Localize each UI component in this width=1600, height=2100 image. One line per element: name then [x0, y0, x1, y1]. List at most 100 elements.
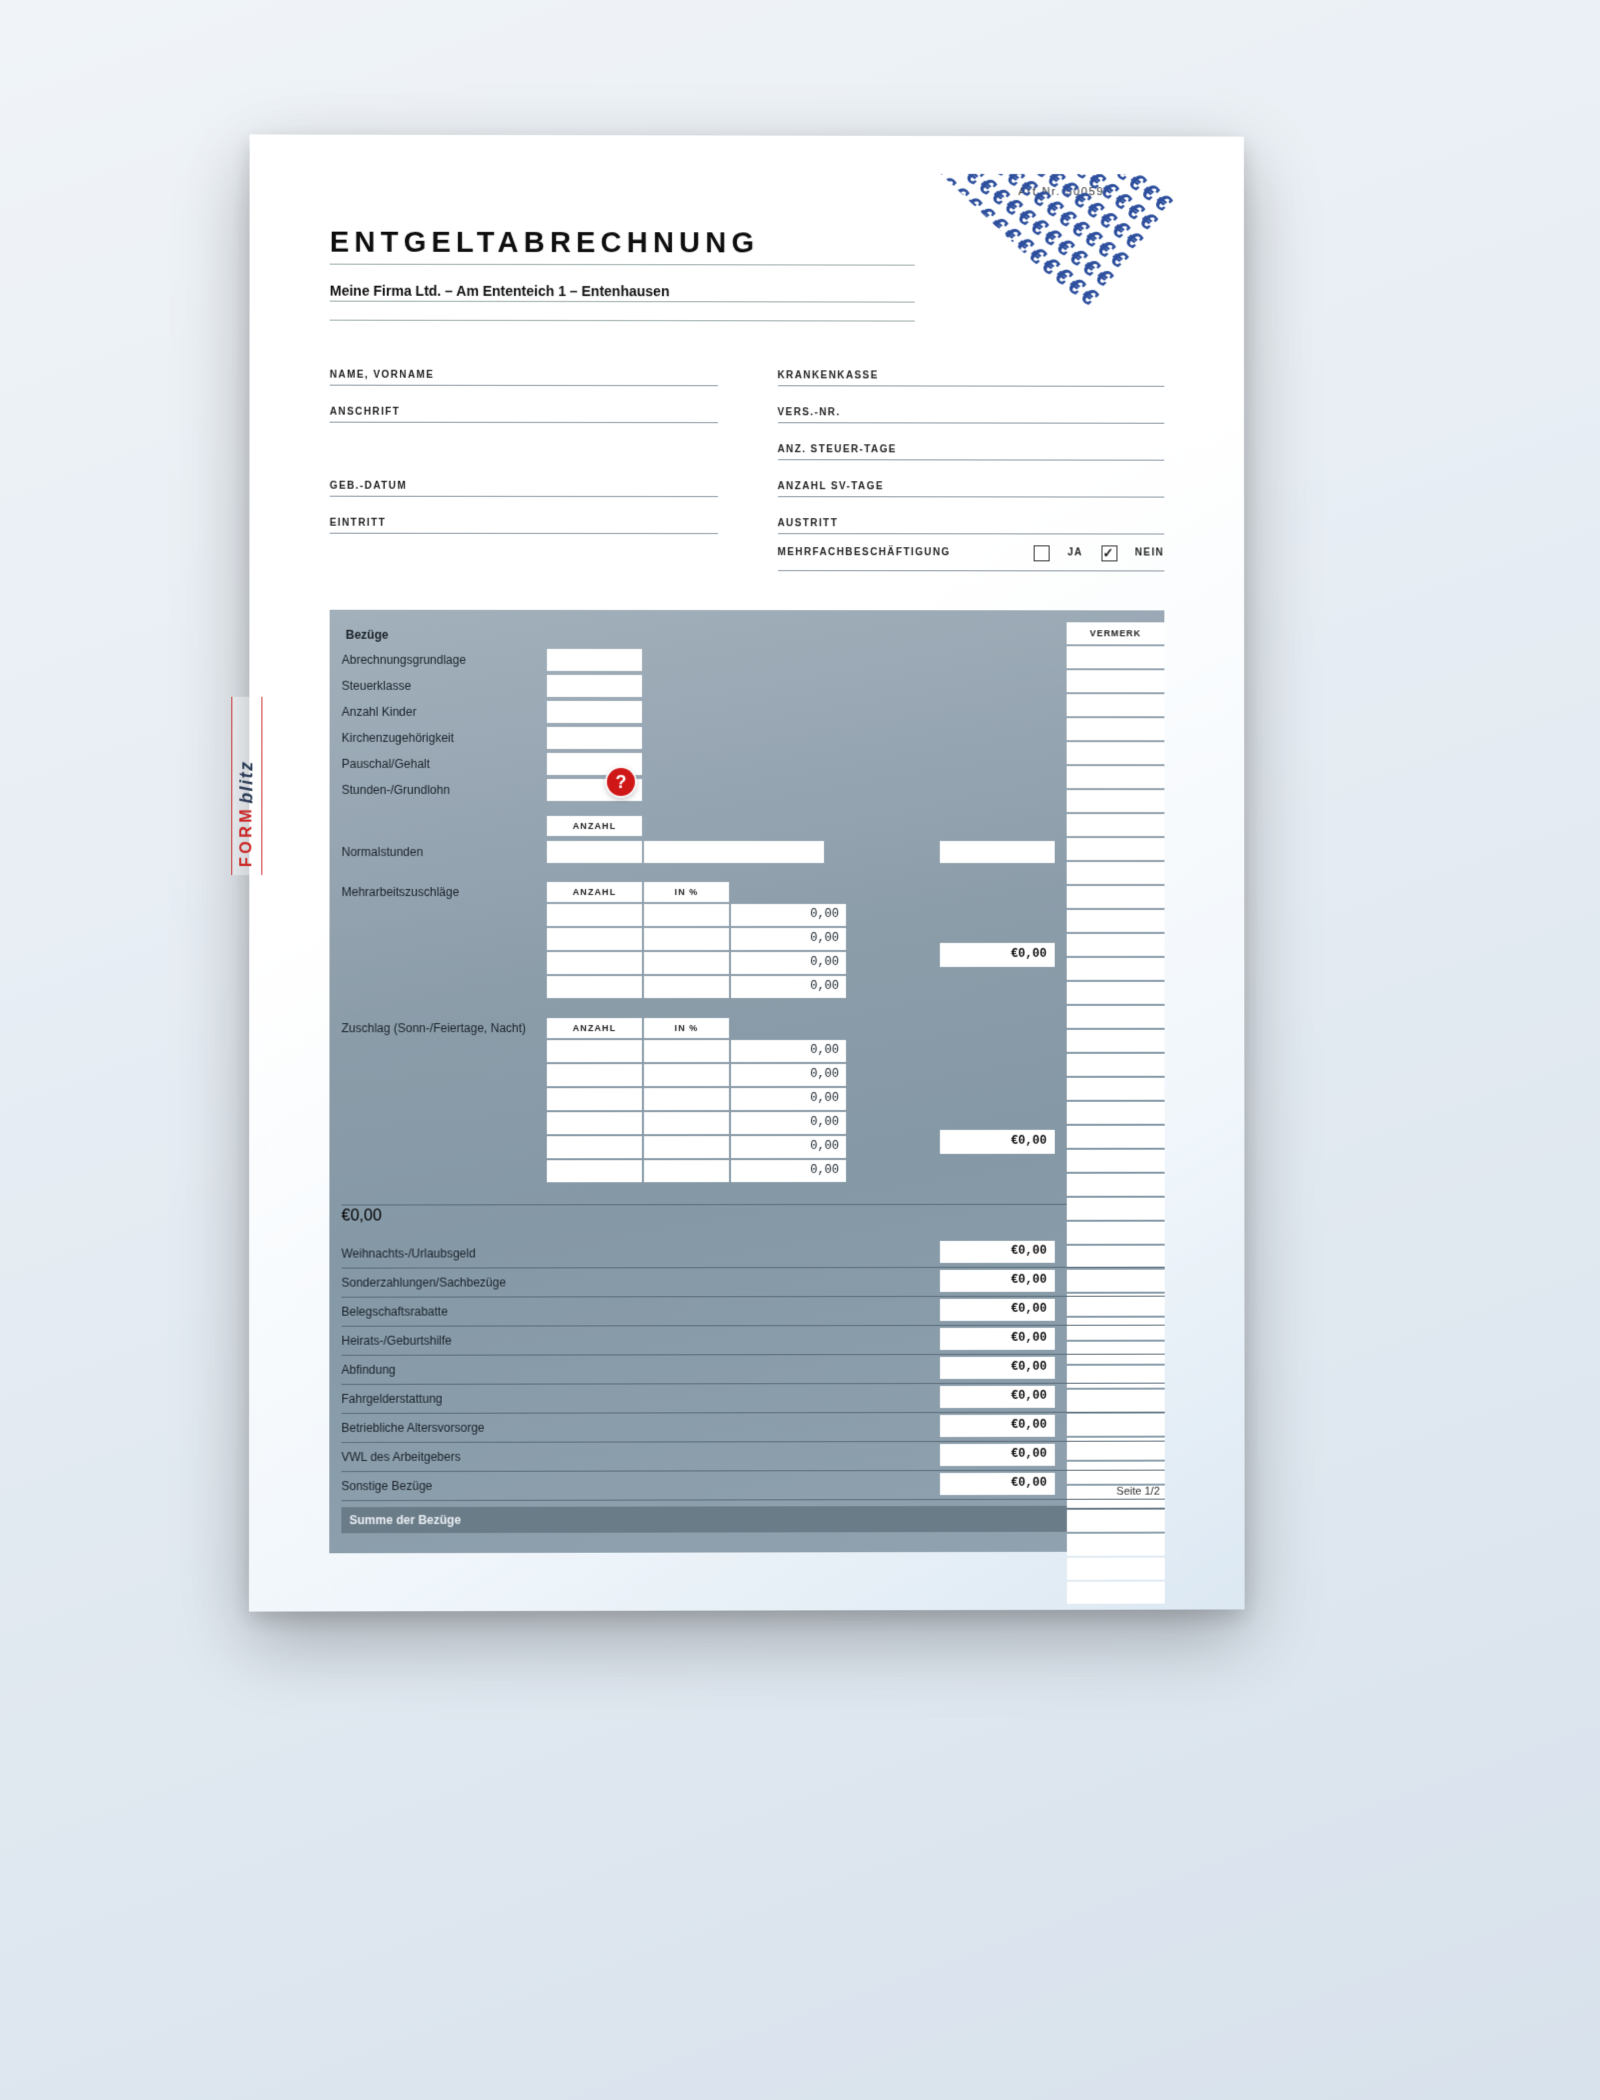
mehr-anzahl[interactable] [547, 952, 642, 974]
input-normal-wide[interactable] [644, 841, 824, 863]
vermerk-cell[interactable] [1067, 1078, 1165, 1100]
vermerk-cell[interactable] [1067, 1510, 1165, 1532]
vermerk-cell[interactable] [1067, 1150, 1165, 1172]
label-austritt: Austritt [777, 518, 838, 529]
base-row-label: Pauschal/Gehalt [342, 757, 547, 771]
zuschlag-val: 0,00 [731, 1040, 846, 1062]
sum-label: Summe der Bezüge [349, 1513, 461, 1527]
help-badge-icon[interactable]: ? [607, 768, 635, 796]
zuschlag-anzahl[interactable] [547, 1064, 642, 1086]
document-title: ENTGELTABRECHNUNG [330, 227, 1164, 261]
page-stage: Art.Nr. 50059 € € € € € € € € € € € € € … [0, 0, 1600, 2100]
base-row-input[interactable] [547, 675, 642, 697]
field-svtage[interactable]: Anzahl SV-Tage [777, 464, 1164, 497]
zuschlag-pct[interactable] [644, 1112, 729, 1134]
vermerk-cell[interactable] [1067, 742, 1165, 764]
checkbox-ja[interactable] [1034, 545, 1050, 561]
zuschlag-anzahl[interactable] [547, 1136, 642, 1158]
vermerk-cell[interactable] [1067, 1582, 1165, 1604]
vermerk-cell[interactable] [1067, 1534, 1165, 1556]
svg-text:€ € € € € € € € € € € € €: € € € € € € € € € € € € € [981, 174, 1161, 234]
addl-row-label: Heirats-/Geburtshilfe [341, 1333, 602, 1347]
zuschlag-pct[interactable] [644, 1040, 729, 1062]
vermerk-cell[interactable] [1067, 1174, 1165, 1196]
vermerk-cell[interactable] [1067, 646, 1165, 668]
input-normal-amt[interactable] [940, 841, 1055, 863]
field-versnr[interactable]: Vers.-Nr. [777, 390, 1164, 423]
vermerk-cell[interactable] [1067, 886, 1165, 908]
field-steuertage[interactable]: Anz. Steuer-Tage [777, 427, 1164, 460]
base-row-input[interactable] [547, 701, 642, 723]
field-gebdatum[interactable]: Geb.-Datum [330, 464, 718, 497]
mehr-anzahl[interactable] [547, 928, 642, 950]
vermerk-cell[interactable] [1067, 670, 1165, 692]
additional-rows: Weihnachts-/Urlaubsgeld €0,00 Sonderzahl… [341, 1241, 1164, 1501]
zuschlag-pct[interactable] [644, 1088, 729, 1110]
addl-row-amount: €0,00 [940, 1357, 1055, 1379]
document-sheet: Art.Nr. 50059 € € € € € € € € € € € € € … [249, 134, 1245, 1611]
addl-row-label: VWL des Arbeitgebers [341, 1450, 602, 1464]
blank-rule [330, 320, 915, 322]
vermerk-cell[interactable] [1067, 766, 1165, 788]
field-austritt[interactable]: Austritt [777, 501, 1164, 534]
vermerk-cell[interactable] [1067, 718, 1165, 740]
info-block: Name, Vorname Anschrift Geb.-Datum Eintr… [330, 353, 1165, 572]
vermerk-cell[interactable] [1067, 958, 1165, 980]
label-nein: Nein [1135, 547, 1164, 558]
zuschlag-anzahl[interactable] [547, 1088, 642, 1110]
field-spacer [330, 427, 718, 460]
label-mehrfach: Mehrfachbeschäftigung [777, 547, 950, 558]
vermerk-cell[interactable] [1067, 1126, 1165, 1148]
vermerk-cell[interactable] [1067, 694, 1165, 716]
base-row: Abrechnungsgrundlage [342, 648, 1165, 672]
info-right: Krankenkasse Vers.-Nr. Anz. Steuer-Tage … [777, 353, 1164, 571]
vermerk-cell[interactable] [1067, 1030, 1165, 1052]
header: ENTGELTABRECHNUNG Meine Firma Ltd. – Am … [330, 227, 1165, 322]
base-row-input[interactable] [547, 727, 642, 749]
vermerk-cell[interactable] [1067, 1102, 1165, 1124]
base-row-input[interactable] [547, 649, 642, 671]
mehr-pct[interactable] [644, 952, 729, 974]
company-line: Meine Firma Ltd. – Am Ententeich 1 – Ent… [330, 283, 1164, 300]
vermerk-cell[interactable] [1067, 790, 1165, 812]
vermerk-cell[interactable] [1067, 1558, 1165, 1580]
label-normalstunden: Normalstunden [342, 845, 547, 859]
mehr-pct[interactable] [644, 904, 729, 926]
zuschlag-anzahl[interactable] [547, 1112, 642, 1134]
addl-row-amount: €0,00 [940, 1444, 1055, 1466]
field-kk[interactable]: Krankenkasse [777, 353, 1164, 387]
checkbox-nein[interactable]: ✓ [1101, 545, 1117, 561]
vermerk-cell[interactable] [1067, 910, 1165, 932]
zuschlag-anzahl[interactable] [547, 1160, 642, 1182]
vermerk-cell[interactable] [1067, 838, 1165, 860]
formblitz-a: FORM [238, 806, 256, 867]
vermerk-cell[interactable] [1067, 862, 1165, 884]
mehr-pct[interactable] [644, 976, 729, 998]
mehr-anzahl[interactable] [547, 976, 642, 998]
mehrarbeit-grid: Mehrarbeitszuschläge Anzahl in % 0,00 0,… [341, 882, 1164, 998]
zuschlag-anzahl[interactable] [547, 1040, 642, 1062]
field-anschrift[interactable]: Anschrift [330, 390, 718, 424]
mehr-pct[interactable] [644, 928, 729, 950]
vermerk-cell[interactable] [1067, 1054, 1165, 1076]
mehrarbeit-total: €0,00 [940, 943, 1055, 967]
vermerk-cell[interactable] [1067, 814, 1165, 836]
zuschlag-pct[interactable] [644, 1064, 729, 1086]
sum-bar: Summe der Bezüge [341, 1506, 1164, 1534]
label-ja: Ja [1067, 547, 1083, 558]
zuschlag-pct[interactable] [644, 1160, 729, 1182]
zuschlag-pct[interactable] [644, 1136, 729, 1158]
input-normal-anzahl[interactable] [547, 841, 642, 863]
anzahl-head-row: Anzahl [342, 814, 1165, 838]
label-versnr: Vers.-Nr. [777, 407, 840, 418]
addl-row-label: Betriebliche Altersvorsorge [341, 1421, 602, 1435]
vermerk-cell[interactable] [1067, 982, 1165, 1004]
field-eintritt[interactable]: Eintritt [330, 501, 718, 534]
vermerk-cell[interactable] [1067, 1006, 1165, 1028]
field-name[interactable]: Name, Vorname [330, 353, 718, 387]
addl-row-label: Weihnachts-/Urlaubsgeld [341, 1246, 602, 1260]
vermerk-cell[interactable] [1067, 934, 1165, 956]
mehr-anzahl[interactable] [547, 904, 642, 926]
addl-row-amount: €0,00 [940, 1386, 1055, 1408]
base-row-label: Stunden-/Grundlohn [342, 783, 547, 797]
